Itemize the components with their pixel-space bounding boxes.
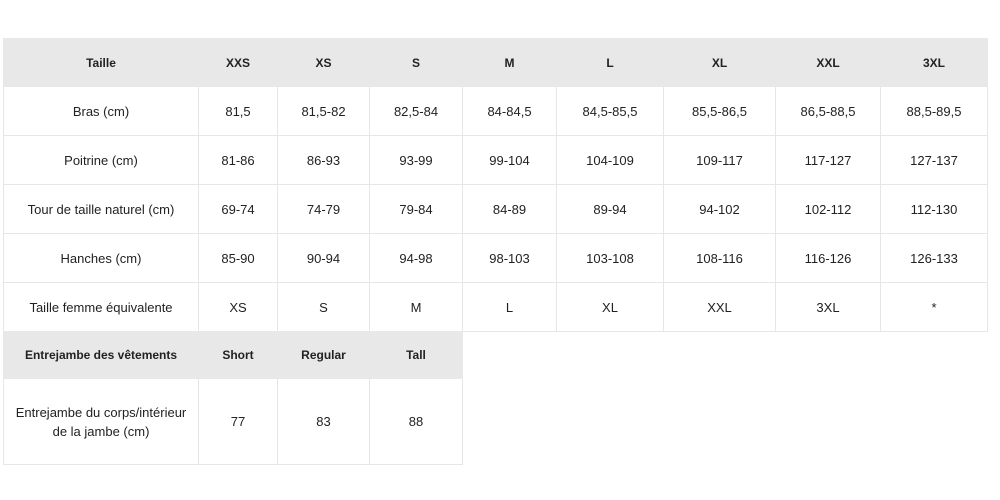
- table-row: Bras (cm) 81,5 81,5-82 82,5-84 84-84,5 84,5-8…: [3, 86, 988, 136]
- size-chart-table: Taille XXS XS S M L XL XXL 3XL Bras (cm) 81,5 81,5-…: [3, 38, 988, 332]
- table-cell: 82,5-84: [369, 86, 463, 136]
- row-label: Entrejambe du corps/intérieur de la jamb…: [3, 378, 199, 465]
- table-cell: XL: [556, 282, 664, 332]
- column-header: Taille: [3, 38, 199, 87]
- row-label: Poitrine (cm): [3, 135, 199, 185]
- header-row: Entrejambe des vêtements Short Regular Tall: [3, 331, 463, 379]
- table-cell: 86,5-88,5: [775, 86, 881, 136]
- table-cell: 94-102: [663, 184, 776, 234]
- table-row: Entrejambe du corps/intérieur de la jamb…: [3, 378, 463, 465]
- table-cell: 89-94: [556, 184, 664, 234]
- table-cell: XXL: [663, 282, 776, 332]
- table-row: Tour de taille naturel (cm) 69-74 74-79 79-…: [3, 184, 988, 234]
- column-header: Short: [198, 331, 278, 379]
- column-header: Entrejambe des vêtements: [3, 331, 199, 379]
- table-cell: 83: [277, 378, 370, 465]
- table-cell: 81-86: [198, 135, 278, 185]
- table-cell: 117-127: [775, 135, 881, 185]
- table-cell: 93-99: [369, 135, 463, 185]
- column-header: XL: [663, 38, 776, 87]
- table-cell: 3XL: [775, 282, 881, 332]
- table-cell: 116-126: [775, 233, 881, 283]
- table-cell: 69-74: [198, 184, 278, 234]
- table-cell: 94-98: [369, 233, 463, 283]
- table-cell: 74-79: [277, 184, 370, 234]
- table-cell: 103-108: [556, 233, 664, 283]
- table-cell: 77: [198, 378, 278, 465]
- row-label: Taille femme équivalente: [3, 282, 199, 332]
- table-cell: 112-130: [880, 184, 988, 234]
- table-cell: S: [277, 282, 370, 332]
- table-cell: *: [880, 282, 988, 332]
- column-header: M: [462, 38, 557, 87]
- table-cell: 90-94: [277, 233, 370, 283]
- table-cell: 81,5-82: [277, 86, 370, 136]
- table-cell: 127-137: [880, 135, 988, 185]
- table-cell: 79-84: [369, 184, 463, 234]
- table-cell: 109-117: [663, 135, 776, 185]
- table-row: Hanches (cm) 85-90 90-94 94-98 98-103 103-108…: [3, 233, 988, 283]
- column-header: Regular: [277, 331, 370, 379]
- table-cell: 98-103: [462, 233, 557, 283]
- table-cell: 126-133: [880, 233, 988, 283]
- table-cell: 88: [369, 378, 463, 465]
- inseam-table: Entrejambe des vêtements Short Regular Tall…: [3, 331, 463, 465]
- column-header: S: [369, 38, 463, 87]
- table-cell: XS: [198, 282, 278, 332]
- table-cell: 99-104: [462, 135, 557, 185]
- table-cell: L: [462, 282, 557, 332]
- table-cell: M: [369, 282, 463, 332]
- table-row: Poitrine (cm) 81-86 86-93 93-99 99-104 104-10…: [3, 135, 988, 185]
- column-header: Tall: [369, 331, 463, 379]
- table-cell: 86-93: [277, 135, 370, 185]
- row-label: Bras (cm): [3, 86, 199, 136]
- table-cell: 84,5-85,5: [556, 86, 664, 136]
- table-cell: 85,5-86,5: [663, 86, 776, 136]
- column-header: L: [556, 38, 664, 87]
- table-row: Taille femme équivalente XS S M L XL XXL 3XL *: [3, 282, 988, 332]
- row-label: Hanches (cm): [3, 233, 199, 283]
- table-cell: 84-89: [462, 184, 557, 234]
- table-cell: 84-84,5: [462, 86, 557, 136]
- header-row: Taille XXS XS S M L XL XXL 3XL: [3, 38, 988, 87]
- column-header: XS: [277, 38, 370, 87]
- table-cell: 88,5-89,5: [880, 86, 988, 136]
- column-header: XXL: [775, 38, 881, 87]
- row-label: Tour de taille naturel (cm): [3, 184, 199, 234]
- table-cell: 81,5: [198, 86, 278, 136]
- column-header: XXS: [198, 38, 278, 87]
- table-cell: 102-112: [775, 184, 881, 234]
- table-cell: 104-109: [556, 135, 664, 185]
- table-cell: 108-116: [663, 233, 776, 283]
- column-header: 3XL: [880, 38, 988, 87]
- table-cell: 85-90: [198, 233, 278, 283]
